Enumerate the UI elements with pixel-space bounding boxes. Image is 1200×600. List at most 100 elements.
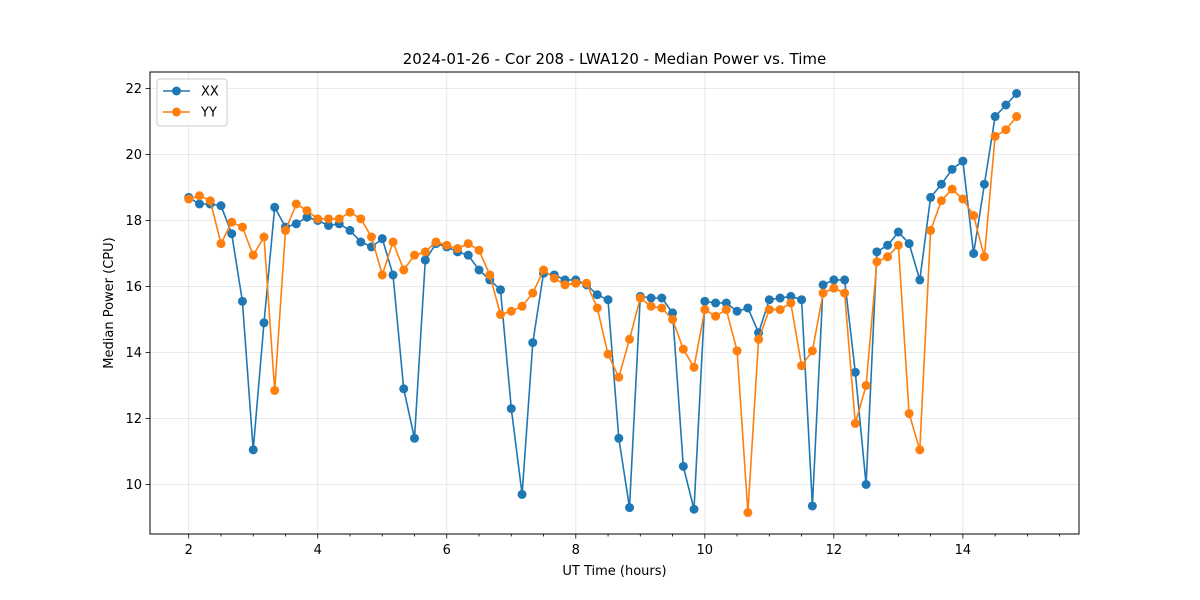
series-xx-point [829,275,839,285]
series-xx-point [194,199,204,209]
series-xx-point [410,433,420,443]
series-xx-point [850,367,860,377]
series-xx-point [259,318,269,328]
series-xx-point [302,212,312,222]
series-yy-point [668,315,678,324]
legend-yy-label: YY [200,106,217,121]
series-xx-point [528,338,538,348]
series-xx-point [775,293,785,303]
series-xx-point [474,265,484,275]
series-yy-point [1001,125,1011,135]
series-yy-point [205,196,215,206]
series-yy-point [732,346,742,356]
x-tick-label: 8 [572,543,580,558]
series-xx-point [592,290,602,300]
series-yy-point [216,239,226,249]
y-tick-label: 18 [125,214,142,229]
y-tick-label: 10 [125,478,142,493]
series-xx-point [689,504,699,514]
series-yy-point [893,240,903,250]
series-xx-point [237,296,247,306]
series-yy-point [775,305,785,315]
series-yy-point [721,305,731,315]
series-yy-point [582,278,592,288]
series-yy-point [194,191,204,201]
chart-title: 2024-01-26 - Cor 208 - LWA120 - Median P… [403,50,827,68]
series-xx-point [700,296,710,306]
series-xx-point [646,293,656,303]
x-tick-label: 12 [826,543,843,558]
series-xx-point [356,237,366,247]
series-yy-point [345,207,355,217]
series-yy-point [453,244,463,254]
series-xx-point [345,225,355,235]
series-xx-point [399,384,409,394]
series-yy-point [818,288,828,298]
legend: XX YY [156,78,228,127]
series-yy-point [356,214,366,224]
x-tick-label: 2 [185,543,193,558]
series-yy-point [1012,112,1022,122]
series-yy-point [571,278,581,288]
series-yy-point [754,334,764,344]
x-tick-label: 4 [314,543,322,558]
series-yy-point [678,344,688,354]
series-yy-point [259,232,269,242]
series-yy-point [280,225,290,235]
series-yy-point [700,305,710,315]
series-xx-point [936,179,946,189]
series-yy-point [485,270,495,280]
series-yy-point [786,298,796,308]
series-yy-point [399,265,409,275]
series-xx-point [291,219,301,229]
series-yy-point [237,222,247,232]
series-yy-point [646,301,656,311]
series-yy-point [657,303,667,313]
series-xx-point [388,270,398,280]
series-yy-point [270,385,280,395]
series-yy-point [506,306,516,316]
series-xx-point [807,501,817,511]
series-yy-point [883,252,893,262]
series-yy-point [764,305,774,315]
series-xx-point [227,229,237,239]
series-layer [184,88,1022,518]
series-yy-point [184,194,194,204]
series-yy-point [388,237,398,247]
series-yy-point [539,265,549,275]
series-xx-point [625,503,635,513]
series-xx-point [786,291,796,301]
series-yy-point [904,409,914,419]
series-xx-point [893,227,903,237]
series-yy-point [496,310,506,320]
series-yy-point [227,217,237,227]
x-tick-label: 10 [697,543,714,558]
series-yy-point [410,250,420,260]
series-xx-point [657,293,667,303]
y-axis-label: Median Power (CPU) [102,237,117,368]
series-yy-point [926,225,936,235]
series-xx-point [377,234,387,244]
series-xx-point [248,445,258,455]
series-yy-point [366,232,376,242]
series-yy-point [442,240,452,250]
series-xx-point [711,298,721,308]
series-yy-point [689,362,699,372]
y-axis-ticks: 10 12 14 16 18 20 22 [125,82,150,493]
series-xx-point [969,249,979,258]
legend-xx-marker [172,86,181,96]
series-yy-point [797,361,807,371]
series-yy-point [840,288,850,298]
series-yy [184,112,1022,518]
series-xx-point [915,275,925,285]
series-yy-point [625,334,635,344]
series-yy-point [936,196,946,206]
series-xx-point [904,239,914,249]
series-xx-point [1001,100,1011,110]
series-xx-point [958,156,968,166]
series-yy-point [969,211,979,221]
series-xx-point [840,275,850,285]
series-yy-point [528,288,538,298]
series-yy-point [377,270,387,280]
